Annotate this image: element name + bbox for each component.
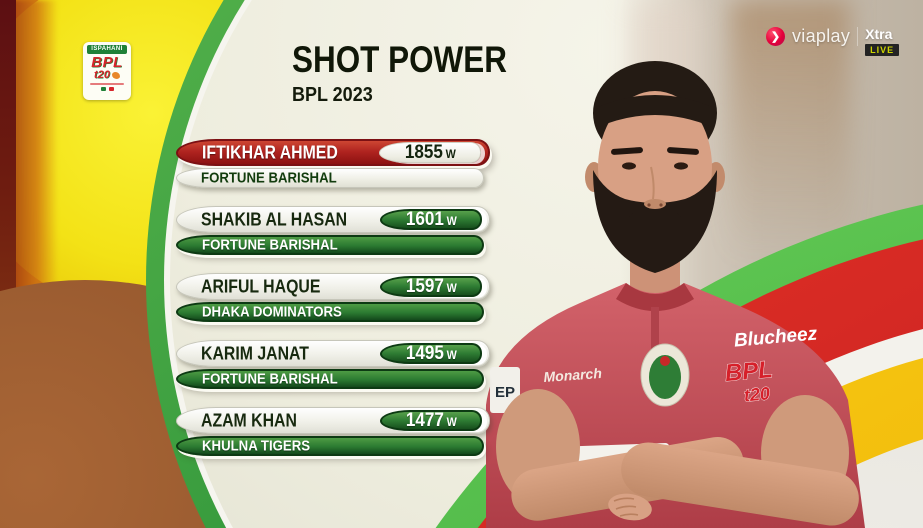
team-name: KHULNA TIGERS bbox=[202, 437, 311, 455]
value-unit: W bbox=[446, 415, 457, 429]
leaderboard-row-2: SHAKIB AL HASAN 1601 W FORTUNE BARISHAL bbox=[176, 206, 492, 255]
leaderboard-row-4: KARIM JANAT 1495 W FORTUNE BARISHAL bbox=[176, 340, 492, 389]
leaderboard-row-5: AZAM KHAN 1477 W KHULNA TIGERS bbox=[176, 407, 492, 456]
bpl-jersey-patch: BPL t20 bbox=[723, 356, 774, 406]
value-unit: W bbox=[446, 281, 457, 295]
team-bar: FORTUNE BARISHAL bbox=[176, 235, 484, 255]
player-name: KARIM JANAT bbox=[201, 343, 309, 363]
value-unit: W bbox=[445, 147, 456, 161]
jersey-collar bbox=[616, 283, 694, 311]
player-mustache bbox=[629, 213, 681, 226]
leaderboard: IFTIKHAR AHMED 1855 W FORTUNE BARISHAL SH… bbox=[176, 0, 496, 528]
value-pill: 1597 W bbox=[380, 276, 482, 297]
value-pill: 1495 W bbox=[380, 343, 482, 364]
page-title: SHOT POWER bbox=[292, 39, 507, 80]
team-bar: DHAKA DOMINATORS bbox=[176, 302, 484, 322]
value-unit: W bbox=[446, 214, 457, 228]
broadcaster-name: viaplay bbox=[792, 26, 851, 46]
viaplay-play-icon: ❯ bbox=[766, 27, 785, 46]
bpl-tournament-logo: ISPAHANI BPL t20 bbox=[83, 42, 131, 100]
value: 1495 bbox=[405, 343, 444, 364]
team-bar: KHULNA TIGERS bbox=[176, 436, 484, 456]
team-name: DHAKA DOMINATORS bbox=[202, 303, 342, 321]
player-name: ARIFUL HAQUE bbox=[201, 276, 321, 296]
value-pill: 1477 W bbox=[380, 410, 482, 431]
player-name-bar: SHAKIB AL HASAN 1601 W bbox=[176, 206, 490, 233]
player-name: AZAM KHAN bbox=[201, 410, 297, 430]
leaderboard-row-1: IFTIKHAR AHMED 1855 W FORTUNE BARISHAL bbox=[176, 139, 492, 188]
logo-partner-marks bbox=[83, 87, 131, 91]
team-bar: FORTUNE BARISHAL bbox=[176, 369, 484, 389]
page-subtitle: BPL 2023 bbox=[292, 84, 373, 106]
leaderboard-row-3: ARIFUL HAQUE 1597 W DHAKA DOMINATORS bbox=[176, 273, 492, 322]
sleeve-sponsor-text: EP bbox=[495, 384, 515, 401]
player-name-bar: ARIFUL HAQUE 1597 W bbox=[176, 273, 490, 300]
player-photo: EP Blucheez BPL t20 Monarch RUPAYAN EX bbox=[486, 61, 865, 528]
chest-sponsor-left: Monarch bbox=[543, 365, 602, 385]
team-name: FORTUNE BARISHAL bbox=[201, 169, 337, 187]
blur-streak bbox=[730, 0, 850, 260]
logo-t20-text: t20 bbox=[83, 70, 131, 81]
live-badge: LIVE bbox=[865, 44, 900, 56]
logo-bpl-text: BPL bbox=[91, 54, 123, 71]
broadcaster-badge: ❯ viaplay Xtra LIVE bbox=[766, 26, 900, 56]
value-pill: 1855 W bbox=[379, 142, 481, 163]
logo-sponsor-label: ISPAHANI bbox=[87, 45, 127, 54]
team-name: FORTUNE BARISHAL bbox=[202, 370, 338, 388]
value: 1477 bbox=[405, 410, 444, 431]
badge-divider bbox=[857, 27, 859, 46]
value: 1855 bbox=[404, 142, 443, 163]
channel-name: Xtra bbox=[865, 26, 893, 42]
svg-text:t20: t20 bbox=[743, 383, 771, 405]
player-name: SHAKIB AL HASAN bbox=[201, 209, 348, 229]
team-crest bbox=[640, 343, 690, 407]
player-name: IFTIKHAR AHMED bbox=[202, 142, 338, 162]
player-name-bar: IFTIKHAR AHMED 1855 W bbox=[176, 139, 490, 166]
title-block: SHOT POWER BPL 2023 bbox=[292, 39, 545, 107]
team-name: FORTUNE BARISHAL bbox=[202, 236, 338, 254]
value: 1601 bbox=[405, 209, 444, 230]
jersey-placket bbox=[651, 307, 659, 353]
svg-text:BPL: BPL bbox=[724, 356, 774, 387]
player-head bbox=[585, 61, 725, 273]
crossed-arms bbox=[511, 437, 859, 526]
value: 1597 bbox=[405, 276, 444, 297]
value-pill: 1601 W bbox=[380, 209, 482, 230]
player-name-bar: KARIM JANAT 1495 W bbox=[176, 340, 490, 367]
player-name-bar: AZAM KHAN 1477 W bbox=[176, 407, 490, 434]
value-unit: W bbox=[446, 348, 457, 362]
team-bar: FORTUNE BARISHAL bbox=[176, 168, 484, 188]
tiger-mascot-icon bbox=[111, 72, 120, 79]
logo-divider bbox=[90, 83, 124, 85]
